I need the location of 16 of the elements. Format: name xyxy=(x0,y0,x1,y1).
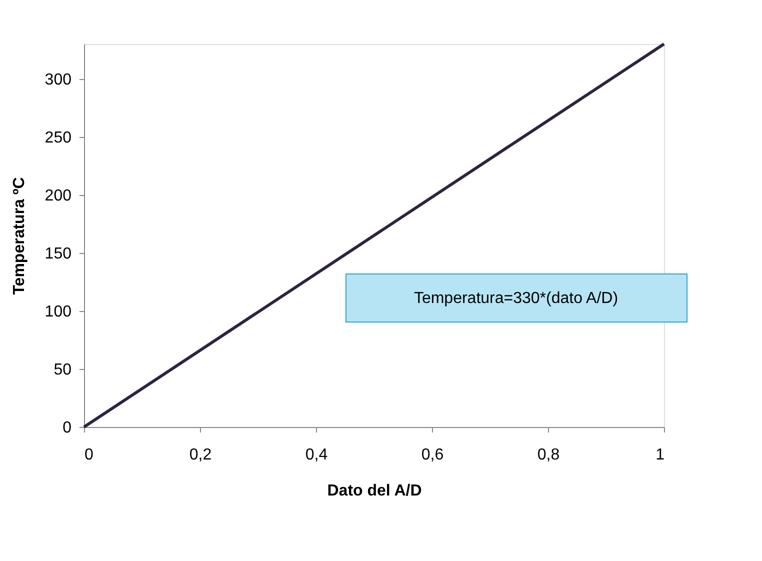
y-tick-label: 200 xyxy=(44,187,72,204)
y-tick-label: 0 xyxy=(62,420,72,436)
y-tick-label: 50 xyxy=(54,361,72,378)
y-tick-label: 100 xyxy=(44,303,72,320)
x-axis-title: Dato del A/D xyxy=(327,482,422,500)
x-tick-label: 1 xyxy=(656,446,665,464)
x-tick-label: 0,4 xyxy=(305,446,328,464)
x-tick-label: 0 xyxy=(84,446,94,464)
x-tick-label: 0,2 xyxy=(189,446,212,464)
y-axis-title: Temperatura ºC xyxy=(10,176,28,295)
y-tick-label: 250 xyxy=(44,129,72,146)
annotation: Temperatura=330*(dato A/D) xyxy=(414,290,618,307)
x-tick-label: 0,6 xyxy=(421,446,444,464)
y-tick-label: 150 xyxy=(44,245,72,262)
y-tick-label: 300 xyxy=(44,71,72,88)
x-tick-label: 0,8 xyxy=(537,446,560,464)
